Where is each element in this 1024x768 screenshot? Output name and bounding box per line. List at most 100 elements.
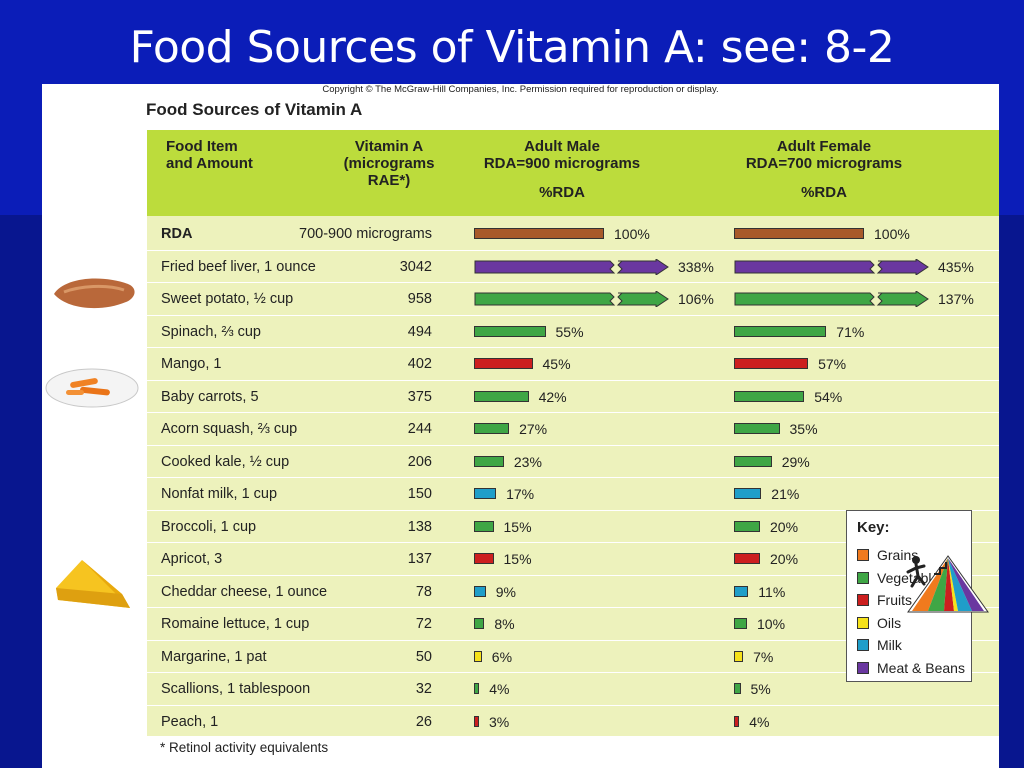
female-rda-bar [734,683,741,694]
female-rda-bar [734,325,827,337]
food-item-label: Nonfat milk, 1 cup [161,486,278,502]
female-bar-broken [734,291,929,307]
table-row: RDA 700-900 micrograms 100% 100% [147,218,999,250]
male-rda-percent-label: 55% [555,323,584,340]
row-separator [147,412,999,413]
food-item-label: Mango, 1 [161,356,222,372]
table-row: Scallions, 1 tablespoon 32 4% 5% [147,673,999,705]
female-rda-percent-label: 20% [770,518,799,535]
food-item-label: Acorn squash, ⅔ cup [161,421,298,437]
legend-item-meat-beans: Meat & Beans [857,658,965,678]
female-rda-percent-label: 435% [938,258,974,275]
legend-label: Vegetables [877,569,947,586]
vitamin-a-amount: 402 [407,356,432,372]
food-item-label: Peach, 1 [161,713,219,730]
table-row: Baby carrots, 5 375 42% 54% [147,381,999,413]
female-rda-bar [734,358,809,369]
female-rda-percent-label: 57% [818,356,847,372]
female-rda-bar [734,618,747,629]
male-rda-bar [474,520,494,532]
row-separator [147,314,999,316]
female-rda-percent-label: 7% [753,648,774,665]
figure-panel: Copyright © The McGraw-Hill Companies, I… [42,84,999,768]
female-rda-percent-label: 10% [757,616,786,632]
male-rda-percent-label: 27% [519,421,548,437]
male-rda-bar [474,325,546,337]
female-rda-bar [734,715,740,727]
male-rda-percent-label: 42% [538,388,567,405]
legend-label: Meat & Beans [877,659,965,676]
food-item-label: Cheddar cheese, 1 ounce [161,583,328,600]
male-rda-percent-label: 3% [489,713,510,730]
header-female-line2: RDA=700 micrograms [745,155,903,172]
vitamin-a-amount: 150 [407,486,432,502]
vitamin-a-amount: 375 [407,388,432,405]
food-item-label: Apricot, 3 [161,551,223,567]
vitamin-a-amount: 138 [407,518,432,535]
header-male-pct: %RDA [539,184,585,201]
header-vitamin-line1: Vitamin A [354,138,424,155]
female-rda-bar [734,423,780,434]
female-bar-broken [734,258,929,275]
female-rda-bar [734,650,744,662]
row-separator [147,542,999,543]
female-rda-percent-label: 20% [770,551,799,567]
female-rda-percent-label: 29% [781,453,810,470]
female-rda-percent-label: 54% [814,388,843,405]
male-rda-bar [474,553,494,564]
table-header-band [147,130,999,216]
table-row: Mango, 1 402 45% 57% [147,348,999,380]
female-rda-percent-label: 5% [750,681,771,697]
row-separator [147,249,999,251]
row-separator [147,574,999,576]
vitamin-a-amount: 137 [407,551,432,567]
male-rda-bar [474,358,533,369]
header-vitamin-line3: RAE*) [367,172,411,189]
table-row: Margarine, 1 pat 50 6% 7% [147,641,999,673]
male-rda-percent-label: 15% [503,551,532,567]
row-separator [147,444,999,446]
header-food-line1: Food Item [166,138,238,155]
legend-swatch [857,571,869,584]
female-rda-percent-label: 11% [758,583,786,600]
vitamin-a-amount: 32 [415,681,432,697]
vitamin-a-amount: 700-900 micrograms [299,226,432,242]
row-separator [147,672,999,673]
male-rda-percent-label: 9% [495,583,516,600]
female-rda-bar [734,455,772,467]
row-separator [147,379,999,381]
food-item-label: Romaine lettuce, 1 cup [161,616,310,632]
female-rda-percent-label: 71% [836,323,865,340]
table-row: Cooked kale, ½ cup 206 23% 29% [147,446,999,478]
male-bar-broken [474,291,669,307]
legend-swatch [857,616,869,629]
baby-carrots-image [45,368,139,408]
table-row: Cheddar cheese, 1 ounce 78 9% 11% [147,576,999,608]
food-item-label: Sweet potato, ½ cup [161,291,294,307]
male-rda-bar [474,390,529,402]
table-row: Fried beef liver, 1 ounce 3042 338% 435% [147,251,999,283]
header-adult-male: Adult Male RDA=900 micrograms %RDA [462,138,662,201]
table-row: Nonfat milk, 1 cup 150 17% 21% [147,478,999,510]
female-rda-percent-label: 137% [938,291,974,307]
figure-title: Food Sources of Vitamin A [146,100,363,119]
female-rda-bar [734,390,805,402]
table-row: Spinach, ⅔ cup 494 55% 71% [147,316,999,348]
food-item-label: Spinach, ⅔ cup [161,323,261,340]
vitamin-a-amount: 3042 [399,258,432,275]
female-rda-bar [734,488,762,499]
legend-key: Key: Grains Vegetables Fruits Oils Milk Meat … [846,510,972,682]
table-row: Broccoli, 1 cup 138 15% 20% [147,511,999,543]
male-rda-bar [474,488,497,499]
legend-swatch [857,594,869,607]
legend-title: Key: [857,519,890,536]
vitamin-a-amount: 244 [407,421,432,437]
female-rda-bar [734,585,749,597]
female-rda-bar [734,553,760,564]
header-food: Food Item and Amount [166,138,253,172]
header-female-pct: %RDA [801,184,847,201]
vitamin-a-amount: 494 [407,323,432,340]
header-adult-female: Adult Female RDA=700 micrograms %RDA [724,138,924,201]
row-separator [147,477,999,478]
legend-label: Grains [877,547,919,563]
